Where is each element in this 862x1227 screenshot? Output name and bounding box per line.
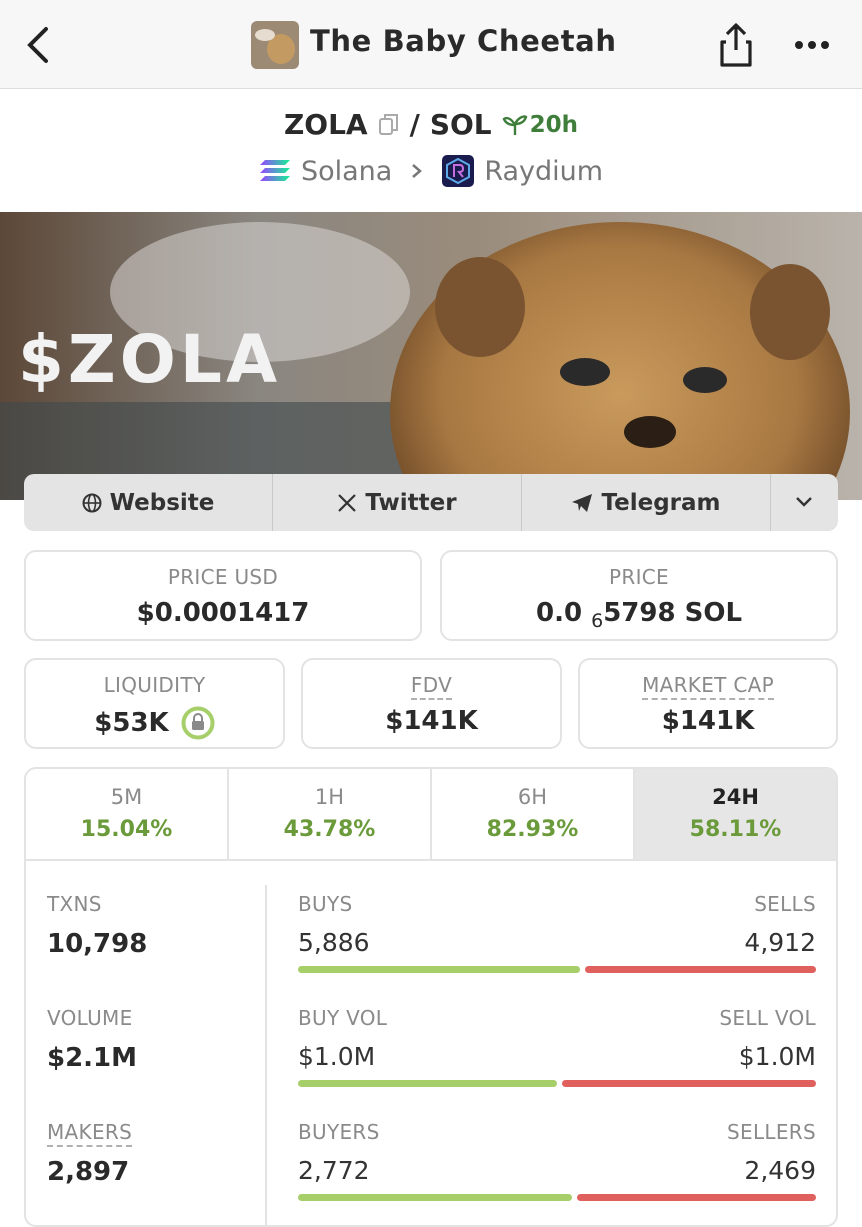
market-cap-card: MARKET CAP $141K <box>578 658 838 749</box>
expand-button[interactable] <box>794 494 814 510</box>
tab-change: 43.78% <box>283 817 376 842</box>
zero-count: 6 <box>591 610 604 633</box>
price-card: PRICE 0.0 65798 SOL <box>440 550 838 641</box>
value-prefix: 0.0 <box>535 598 583 628</box>
buy-bar <box>298 966 580 973</box>
nav-bar: The Baby Cheetah <box>0 0 862 89</box>
label: SELLS <box>754 892 816 916</box>
avatar <box>251 21 299 69</box>
copy-icon[interactable] <box>378 113 400 137</box>
value: 10,798 <box>47 929 148 959</box>
divider <box>521 474 522 531</box>
banner-text: $ZOLA <box>18 321 281 398</box>
value: $1.0M <box>298 1042 376 1071</box>
tab-change: 15.04% <box>80 817 173 842</box>
label: BUYERS <box>298 1120 380 1144</box>
chevron-icon <box>412 164 423 178</box>
sell-bar <box>585 966 816 973</box>
banner-image: $ZOLA <box>0 212 862 500</box>
value: 2,469 <box>744 1156 816 1185</box>
label: VOLUME <box>47 1006 133 1030</box>
timeframe-tab[interactable]: 1H 43.78% <box>227 769 430 859</box>
timeframe-tab[interactable]: 6H 82.93% <box>430 769 633 859</box>
value: $2.1M <box>47 1043 138 1073</box>
timeframe-tab[interactable]: 24H 58.11% <box>633 769 836 859</box>
label: PRICE USD <box>167 565 279 589</box>
divider <box>272 474 273 531</box>
label: TXNS <box>47 892 102 916</box>
divider <box>265 885 267 1225</box>
lock-icon <box>181 706 215 740</box>
value: $0.0001417 <box>136 598 310 628</box>
chain-row: Solana Raydium <box>0 155 862 187</box>
title: The Baby Cheetah <box>310 24 617 58</box>
pair-age: 20h <box>502 112 578 138</box>
telegram-button[interactable]: Telegram <box>522 474 770 531</box>
link-label: Twitter <box>365 489 457 516</box>
value: 5,886 <box>298 928 370 957</box>
tab-change: 82.93% <box>486 817 579 842</box>
label: PRICE <box>609 565 669 589</box>
value-row: $53K <box>26 706 283 740</box>
buy-bar <box>298 1080 557 1087</box>
age: 20h <box>529 111 579 138</box>
tab-label: 24H <box>712 785 759 809</box>
value: 0.0 65798 SOL <box>442 598 836 632</box>
fdv-card: FDV $141K <box>301 658 562 749</box>
chain: Solana <box>300 155 393 187</box>
link-label: Website <box>109 489 215 516</box>
solana-icon <box>259 160 290 181</box>
label: FDV <box>410 673 453 700</box>
sell-bar <box>577 1194 816 1201</box>
stats-panel: 5M 15.04% 1H 43.78% 6H 82.93% 24H 58.11% TXNS 1… <box>24 767 838 1227</box>
pair-row: ZOLA / SOL 20h <box>0 108 862 141</box>
label: BUY VOL <box>298 1006 388 1030</box>
label: MARKET CAP <box>642 673 774 700</box>
value: 2,897 <box>47 1157 130 1187</box>
sell-bar <box>562 1080 816 1087</box>
label: SELL VOL <box>719 1006 816 1030</box>
raydium-icon <box>442 155 475 187</box>
twitter-button[interactable]: Twitter <box>273 474 521 531</box>
buy-bar <box>298 1194 572 1201</box>
quote-symbol: SOL <box>429 108 492 141</box>
value: $141K <box>661 706 755 736</box>
links-bar: Website Twitter Telegram <box>24 474 838 531</box>
share-button[interactable] <box>718 22 754 68</box>
value: $141K <box>385 706 478 736</box>
dex: Raydium <box>484 155 604 187</box>
label: SELLERS <box>727 1120 816 1144</box>
globe-icon <box>82 493 102 512</box>
value: $1.0M <box>738 1042 816 1071</box>
divider <box>770 474 771 531</box>
base-symbol: ZOLA <box>283 108 368 141</box>
more-button[interactable] <box>794 36 830 54</box>
label: MAKERS <box>47 1120 133 1147</box>
value-rest: 5798 SOL <box>603 598 743 628</box>
tab-label: 5M <box>110 785 143 809</box>
liquidity-card: LIQUIDITY $53K <box>24 658 285 749</box>
sprout-icon <box>502 114 528 135</box>
x-icon <box>338 493 357 512</box>
timeframe-tab[interactable]: 5M 15.04% <box>26 769 227 859</box>
tab-change: 58.11% <box>689 817 782 842</box>
label: LIQUIDITY <box>103 673 206 697</box>
tab-label: 1H <box>314 785 345 809</box>
value: 2,772 <box>298 1156 370 1185</box>
back-button[interactable] <box>24 26 52 64</box>
value: $53K <box>94 708 169 738</box>
tab-label: 6H <box>517 785 548 809</box>
label: BUYS <box>298 892 353 916</box>
timeframe-tabs: 5M 15.04% 1H 43.78% 6H 82.93% 24H 58.11% <box>26 769 836 861</box>
link-label: Telegram <box>601 489 721 516</box>
telegram-icon <box>572 493 593 512</box>
separator: / <box>409 108 420 141</box>
price-usd-card: PRICE USD $0.0001417 <box>24 550 422 641</box>
value: 4,912 <box>744 928 816 957</box>
website-button[interactable]: Website <box>24 474 272 531</box>
